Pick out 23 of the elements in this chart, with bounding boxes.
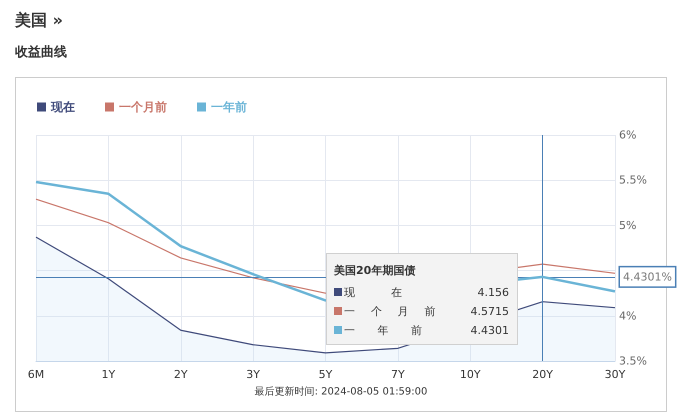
legend-label: 一年前 xyxy=(211,100,247,114)
y-tick-label: 6% xyxy=(619,128,636,142)
y-tick-label: 4% xyxy=(619,309,636,322)
text: 最后更新时间: 2024-08-05 01:59:00 xyxy=(254,386,428,398)
x-tick-label: 5Y xyxy=(318,368,333,381)
ref-line-label: 4.4301% xyxy=(623,270,672,284)
y-tick-label: 3.5% xyxy=(619,354,647,368)
x-tick-label: 7Y xyxy=(391,368,406,381)
x-tick-label: 20Y xyxy=(532,368,554,381)
x-tick-label: 3Y xyxy=(246,368,260,381)
legend-label: 现在 xyxy=(50,100,75,114)
legend-label: 一个月前 xyxy=(119,100,167,114)
tooltip-box: 美国20年期国债 现在 4.156 一个月前 4.5715 一年前 4.4301 xyxy=(326,253,518,345)
chart-subtitle: 收益曲线 xyxy=(15,45,67,60)
y-tick-label: 5% xyxy=(619,218,636,232)
y-tick-label: 5.5% xyxy=(619,174,647,187)
annotation: 美国20年期国债 xyxy=(334,263,416,278)
x-tick-label: 6M xyxy=(28,368,44,381)
x-tick-label: 2Y xyxy=(174,368,188,381)
chart-title: 美国 » xyxy=(14,10,63,30)
x-tick-label: 30Y xyxy=(604,368,626,381)
x-tick-label: 10Y xyxy=(460,368,481,381)
x-tick-label: 1Y xyxy=(102,368,116,381)
